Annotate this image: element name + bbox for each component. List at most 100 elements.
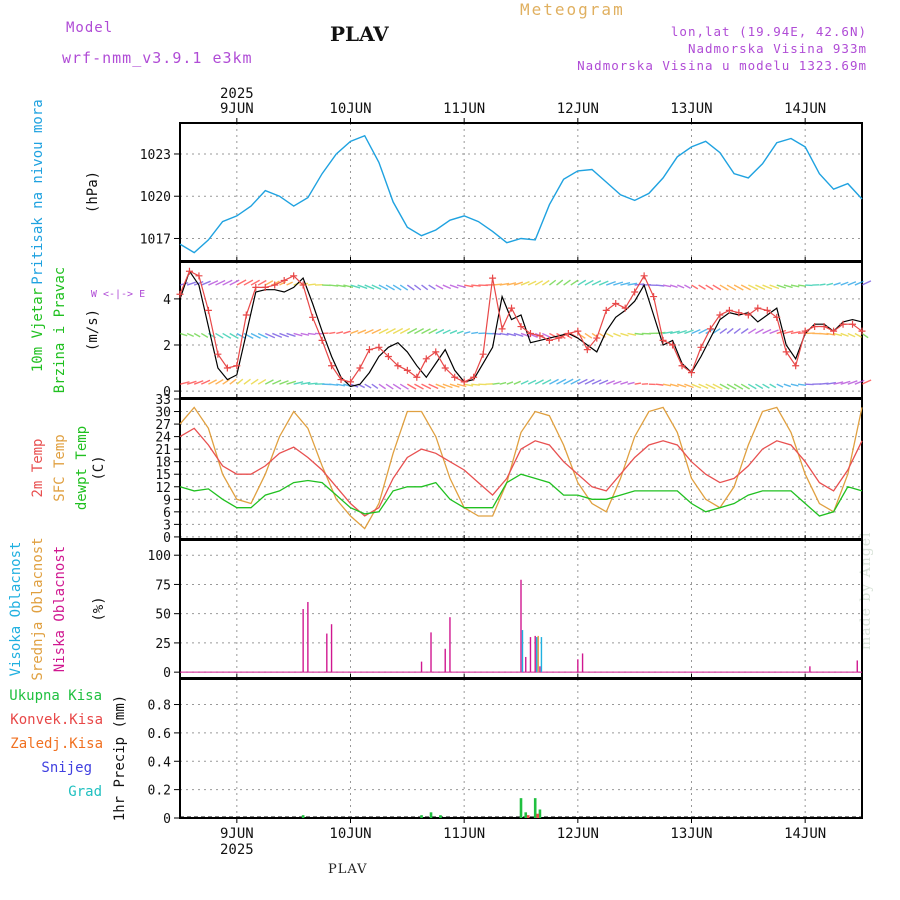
wind-gust-marker: [479, 350, 487, 358]
bottom-day-label: 9JUN: [220, 826, 254, 842]
wind-gust-marker: [337, 376, 345, 384]
wind-barb: [570, 279, 579, 286]
wind-barb: [350, 329, 359, 335]
wind-barb: [847, 332, 856, 338]
wind-gust-marker: [470, 373, 478, 381]
panel-frame: [179, 678, 863, 819]
precip-bar: [301, 815, 305, 818]
wind-gust-marker: [517, 323, 525, 331]
wind-barb: [279, 281, 287, 286]
wind-barb: [201, 280, 211, 286]
wind-barb: [329, 284, 339, 287]
y-tick-label: 100: [148, 549, 171, 564]
wind-barb: [662, 284, 672, 288]
wind-barb: [250, 279, 260, 286]
wind-barb: [272, 280, 280, 286]
wind-barb: [854, 280, 864, 286]
wind-barb: [343, 330, 351, 335]
y-tick-label: 0: [163, 531, 171, 546]
wind-barb: [364, 383, 372, 389]
wind-barb: [193, 380, 204, 385]
wind-gust-marker: [309, 313, 317, 321]
wind-barb: [733, 327, 741, 335]
wind-barb: [371, 328, 382, 335]
bottom-day-label: 13JUN: [670, 826, 712, 842]
wind-barb: [208, 379, 217, 385]
panel-pressure: 1017 1020 1023: [140, 122, 863, 262]
wind-gust-marker: [252, 283, 260, 291]
wind-barb: [186, 332, 194, 337]
wind-unit: (m/s): [85, 309, 101, 351]
wind-barb: [726, 383, 737, 390]
wind-barb: [399, 327, 411, 335]
wind-barb: [272, 379, 282, 385]
wind-barb: [336, 331, 344, 335]
wind-barb: [456, 330, 464, 335]
sfc-temp-line: [179, 406, 863, 530]
wind-barb: [783, 284, 793, 289]
wind-barb: [570, 378, 581, 385]
wind-barb: [399, 383, 409, 390]
wind-barb: [762, 284, 773, 290]
wind-barb: [193, 280, 204, 286]
wind-barb: [527, 379, 537, 385]
wind-barb: [378, 284, 389, 291]
wind-barb: [471, 383, 480, 386]
wind-barb: [684, 284, 691, 290]
wind-barb: [300, 332, 310, 336]
y-tick-label: 0.6: [148, 727, 171, 742]
wind-barb: [201, 379, 211, 385]
wind-barb: [435, 284, 444, 290]
wind-barb: [797, 383, 807, 386]
wind-barb: [719, 284, 729, 291]
y-tick-label: 6: [163, 506, 171, 521]
mid-cloud-title: Srednja Oblacnost: [30, 537, 46, 680]
wind-barb: [392, 327, 404, 335]
wind-gust-marker: [432, 348, 440, 356]
wind-barb: [229, 378, 237, 385]
wind-barb: [222, 378, 231, 385]
wind-barb: [307, 332, 316, 336]
panel-frame: [179, 122, 863, 262]
wind-gust-marker: [176, 290, 184, 298]
y-tick-label: 0: [163, 812, 171, 827]
wind-barb: [755, 328, 764, 335]
wind-barb: [826, 332, 836, 336]
wind-barb: [442, 383, 453, 389]
wind-barb: [378, 328, 389, 335]
wind-barb: [670, 383, 679, 388]
wind-barb: [378, 383, 386, 390]
wind-barb: [264, 379, 274, 385]
wind-barb: [371, 284, 382, 290]
wind-barb: [740, 383, 750, 390]
wind-gust-marker: [792, 362, 800, 370]
wind-barb: [627, 381, 635, 385]
model-label: Model: [66, 20, 114, 36]
wind-barb: [527, 332, 538, 338]
wind-barb: [527, 280, 537, 286]
wind-barb: [279, 332, 289, 338]
wind-barb: [613, 281, 624, 286]
wind-barb: [520, 332, 531, 338]
wind-barb: [847, 281, 857, 286]
wind-barb: [243, 378, 251, 385]
wind-barb: [670, 330, 680, 335]
wind-barb: [861, 280, 872, 286]
wind-barb: [222, 332, 232, 339]
wind-barb: [385, 284, 395, 291]
wind-barb: [534, 280, 544, 286]
y-tick-label: 15: [155, 468, 171, 483]
wind-gust-marker: [602, 306, 610, 314]
wind-barb: [286, 281, 293, 286]
low-cloud-title: Niska Oblacnost: [52, 546, 68, 672]
wind-barb: [627, 282, 638, 286]
wind-barb: [613, 380, 622, 385]
wind-barb: [449, 329, 458, 335]
wind-barb: [712, 383, 723, 390]
wind-barb: [719, 327, 728, 335]
top-year-label: 2025: [220, 86, 254, 102]
wind-gust-marker: [233, 362, 241, 370]
top-day-label: 11JUN: [443, 101, 485, 117]
model-name: wrf-nmm_v3.9.1 e3km: [62, 49, 253, 67]
bottom-year-label: 2025: [220, 842, 254, 858]
